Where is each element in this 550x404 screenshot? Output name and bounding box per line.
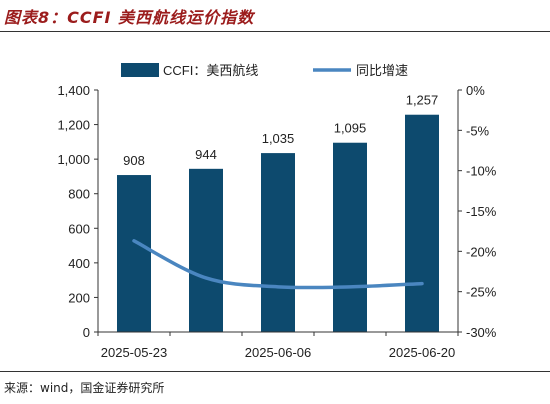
y-left-tick-label: 800 (68, 187, 90, 202)
bar-2025-05-23 (117, 175, 151, 332)
y-left-tick-label: 1,000 (57, 152, 90, 167)
bar-2025-06-06 (261, 153, 295, 332)
legend-bar-label: CCFI：美西航线 (163, 63, 258, 78)
y-left-tick-label: 600 (68, 221, 90, 236)
y-left-tick-label: 200 (68, 290, 90, 305)
y-right-tick-label: -20% (466, 244, 497, 259)
bar-2025-06-20 (405, 114, 439, 333)
y-left-tick-label: 0 (83, 325, 90, 340)
y-right-tick-label: 0% (466, 83, 485, 98)
y-left-tick-label: 1,200 (57, 118, 90, 133)
x-tick-label-2025-06-20: 2025-06-20 (389, 345, 456, 360)
legend-bar-swatch (121, 63, 159, 77)
y-left-tick-label: 400 (68, 256, 90, 271)
bar-data-label-2025-06-06: 1,035 (262, 131, 295, 146)
growth-rate-line (132, 239, 424, 290)
y-right-tick-label: -25% (466, 285, 497, 300)
source-note: 来源：wind，国金证券研究所 (4, 381, 165, 395)
y-right-tick-label: -15% (466, 204, 497, 219)
bar-2025-06-13 (333, 142, 367, 332)
y-right-tick-label: -10% (466, 164, 497, 179)
title-divider (0, 31, 550, 32)
bar-data-label-2025-06-13: 1,095 (334, 121, 367, 136)
y-right-tick-label: -5% (466, 123, 490, 138)
x-tick-label-2025-05-23: 2025-05-23 (101, 345, 168, 360)
bar-data-label-2025-06-20: 1,257 (406, 93, 439, 108)
bar-data-label-2025-05-30: 944 (195, 147, 217, 162)
figure-title: 图表8：CCFI 美西航线运价指数 (4, 8, 255, 27)
bar-2025-05-30 (189, 168, 223, 332)
bar-data-label-2025-05-23: 908 (123, 153, 145, 168)
x-tick-label-2025-06-06: 2025-06-06 (245, 345, 312, 360)
source-divider (0, 371, 550, 372)
y-left-tick-label: 1,400 (57, 83, 90, 98)
y-right-tick-label: -30% (466, 325, 497, 340)
legend-line-label: 同比增速 (356, 63, 408, 78)
